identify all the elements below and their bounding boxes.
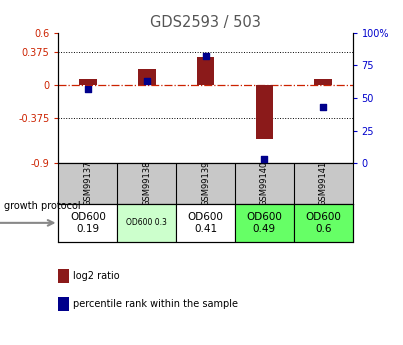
Bar — [256, 85, 273, 139]
Bar — [58, 204, 117, 241]
Point — [143, 78, 150, 84]
Bar — [176, 204, 235, 241]
Text: OD600 0.3: OD600 0.3 — [126, 218, 167, 227]
Title: GDS2593 / 503: GDS2593 / 503 — [150, 15, 261, 30]
Bar — [197, 57, 214, 85]
Text: OD600
0.19: OD600 0.19 — [70, 212, 106, 234]
Bar — [79, 79, 97, 85]
Text: growth protocol: growth protocol — [4, 201, 81, 211]
Text: GSM99140: GSM99140 — [260, 161, 269, 206]
Text: GSM99137: GSM99137 — [83, 161, 92, 206]
Point — [202, 53, 209, 59]
Bar — [235, 204, 294, 241]
Text: GSM99141: GSM99141 — [319, 161, 328, 206]
Text: log2 ratio: log2 ratio — [73, 271, 119, 281]
Text: OD600
0.6: OD600 0.6 — [305, 212, 341, 234]
Bar — [294, 204, 353, 241]
Text: GSM99138: GSM99138 — [142, 161, 151, 206]
Text: percentile rank within the sample: percentile rank within the sample — [73, 299, 237, 308]
Text: GSM99139: GSM99139 — [201, 161, 210, 206]
Text: OD600
0.41: OD600 0.41 — [187, 212, 224, 234]
Bar — [314, 79, 332, 85]
Point — [85, 86, 91, 92]
Point — [261, 157, 268, 162]
Bar — [117, 204, 176, 241]
Text: OD600
0.49: OD600 0.49 — [246, 212, 283, 234]
Bar — [138, 69, 156, 85]
Point — [320, 105, 326, 110]
